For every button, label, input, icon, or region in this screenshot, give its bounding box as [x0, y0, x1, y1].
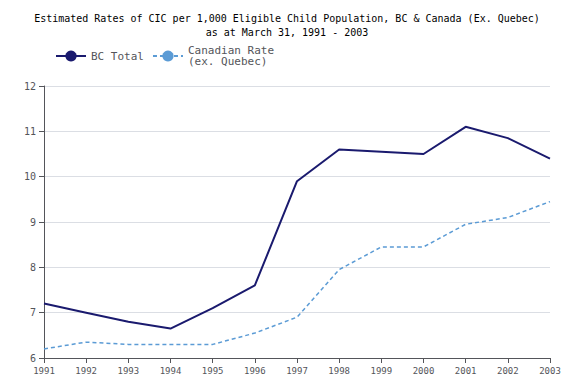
- svg-text:8: 8: [30, 262, 36, 273]
- svg-text:1999: 1999: [370, 366, 392, 376]
- svg-text:1997: 1997: [286, 366, 308, 376]
- svg-text:(ex. Quebec): (ex. Quebec): [188, 55, 267, 68]
- svg-text:2003: 2003: [539, 366, 561, 376]
- svg-text:Canadian Rate: Canadian Rate: [188, 44, 275, 57]
- svg-text:as at March 31, 1991 - 2003: as at March 31, 1991 - 2003: [206, 27, 369, 38]
- svg-text:12: 12: [24, 81, 36, 92]
- svg-text:1992: 1992: [75, 366, 97, 376]
- svg-text:BC Total: BC Total: [91, 50, 144, 63]
- svg-text:9: 9: [30, 217, 36, 228]
- svg-text:1994: 1994: [160, 366, 182, 376]
- svg-text:2001: 2001: [455, 366, 477, 376]
- svg-text:1995: 1995: [202, 366, 224, 376]
- svg-text:2002: 2002: [497, 366, 519, 376]
- svg-text:11: 11: [24, 126, 36, 137]
- svg-text:6: 6: [30, 353, 36, 364]
- svg-text:Estimated Rates of CIC per 1,0: Estimated Rates of CIC per 1,000 Eligibl…: [34, 13, 540, 24]
- svg-text:1993: 1993: [117, 366, 139, 376]
- svg-text:7: 7: [30, 307, 36, 318]
- svg-text:1998: 1998: [328, 366, 350, 376]
- svg-text:1991: 1991: [33, 366, 55, 376]
- svg-text:2000: 2000: [413, 366, 435, 376]
- svg-text:10: 10: [24, 171, 36, 182]
- svg-text:1996: 1996: [244, 366, 266, 376]
